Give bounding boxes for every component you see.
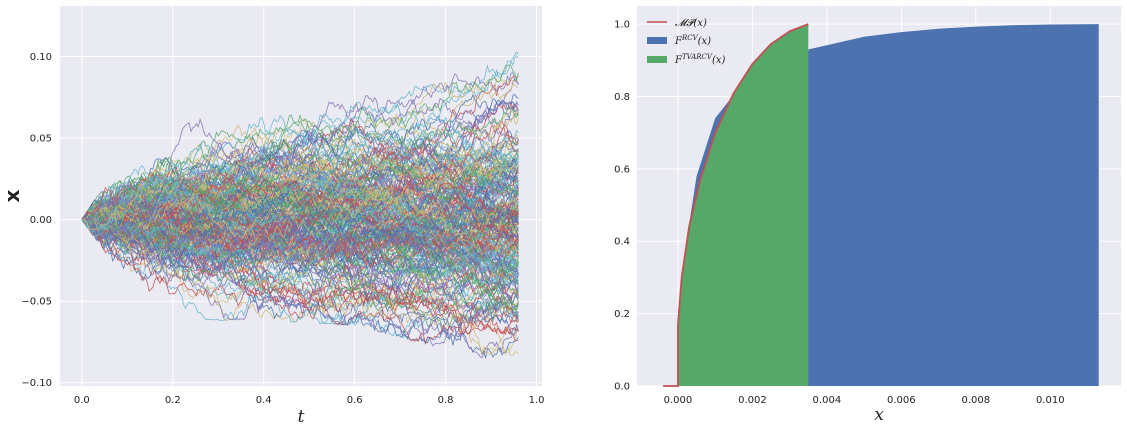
path-line: [81, 140, 519, 274]
legend-label-mp: 𝓜𝓟(x): [675, 18, 707, 29]
y-tick-label: 0.6: [614, 164, 630, 175]
cdf-areas: [663, 23, 1099, 387]
y-tick-label: 0.8: [614, 92, 630, 103]
x-tick-label: 0.002: [738, 395, 767, 406]
path-line: [81, 218, 519, 335]
y-tick-label: 0.4: [614, 237, 630, 248]
path-line: [81, 128, 519, 227]
legend-swatch-tvarcv: [647, 56, 667, 63]
legend: 𝓜𝓟(x) FRCV(x) FTVARCV(x): [647, 18, 725, 66]
y-tick-label: 0.00: [30, 215, 52, 226]
right-x-axis-label: x: [874, 405, 884, 425]
path-line: [81, 93, 519, 231]
path-line: [81, 124, 519, 221]
path-line: [81, 214, 519, 295]
x-tick-label: 0.2: [165, 395, 181, 406]
path-line: [81, 128, 519, 220]
path-line: [81, 129, 519, 257]
path-line: [81, 105, 519, 223]
x-tick-label: 0.004: [813, 395, 842, 406]
path-line: [81, 219, 519, 344]
path-line: [81, 172, 519, 238]
right-x-tick-labels: 0.000 0.002 0.004 0.006 0.008 0.010: [664, 395, 1065, 406]
path-line: [81, 112, 519, 238]
y-tick-label: 0.10: [30, 52, 52, 63]
path-line: [81, 205, 519, 356]
left-x-axis-label: t: [298, 407, 305, 427]
x-tick-label: 1.0: [529, 395, 545, 406]
legend-label-tvarcv: FTVARCV(x): [674, 53, 725, 66]
left-y-tick-labels: −0.10 −0.05 0.00 0.05 0.10: [21, 52, 52, 389]
right-subplot: 0.000 0.002 0.004 0.006 0.008 0.010 0.0 0.2 0.4…: [614, 6, 1121, 425]
path-line: [81, 161, 519, 250]
y-tick-label: 0.05: [30, 134, 52, 145]
path-line: [81, 187, 519, 256]
y-tick-label: −0.05: [21, 297, 52, 308]
path-line: [81, 160, 519, 238]
right-y-tick-labels: 0.0 0.2 0.4 0.6 0.8 1.0: [614, 20, 630, 393]
y-tick-label: 1.0: [614, 20, 630, 31]
path-line: [81, 194, 519, 249]
path-line: [81, 182, 519, 266]
path-line: [81, 216, 519, 279]
y-tick-label: −0.10: [21, 378, 52, 389]
x-tick-label: 0.8: [438, 395, 454, 406]
y-tick-label: 0.0: [614, 382, 630, 393]
x-tick-label: 0.000: [664, 395, 693, 406]
path-line: [81, 199, 519, 337]
left-y-axis-label: x: [0, 189, 24, 202]
x-tick-label: 0.6: [347, 395, 363, 406]
x-tick-label: 0.4: [256, 395, 272, 406]
path-line: [81, 214, 519, 295]
left-subplot: 0.0 0.2 0.4 0.6 0.8 1.0 −0.10 −0.05 0.00 0.05 0.1…: [0, 6, 544, 427]
path-series-group: [81, 51, 519, 359]
path-line: [81, 210, 519, 257]
mp-line: [663, 23, 809, 387]
legend-swatch-rcv: [647, 37, 667, 44]
x-tick-label: 0.006: [887, 395, 916, 406]
y-tick-label: 0.2: [614, 309, 630, 320]
path-line: [81, 146, 519, 232]
x-tick-label: 0.010: [1036, 395, 1065, 406]
path-line: [81, 149, 519, 273]
path-line: [81, 168, 519, 258]
path-line: [81, 148, 519, 230]
tvarcv-area: [678, 24, 809, 386]
path-line: [81, 160, 519, 287]
legend-label-rcv: FRCV(x): [674, 34, 711, 47]
path-line: [81, 188, 519, 258]
path-line: [81, 183, 519, 321]
path-line: [81, 158, 519, 231]
x-tick-label: 0.0: [74, 395, 90, 406]
left-x-tick-labels: 0.0 0.2 0.4 0.6 0.8 1.0: [74, 395, 545, 406]
x-tick-label: 0.008: [961, 395, 990, 406]
